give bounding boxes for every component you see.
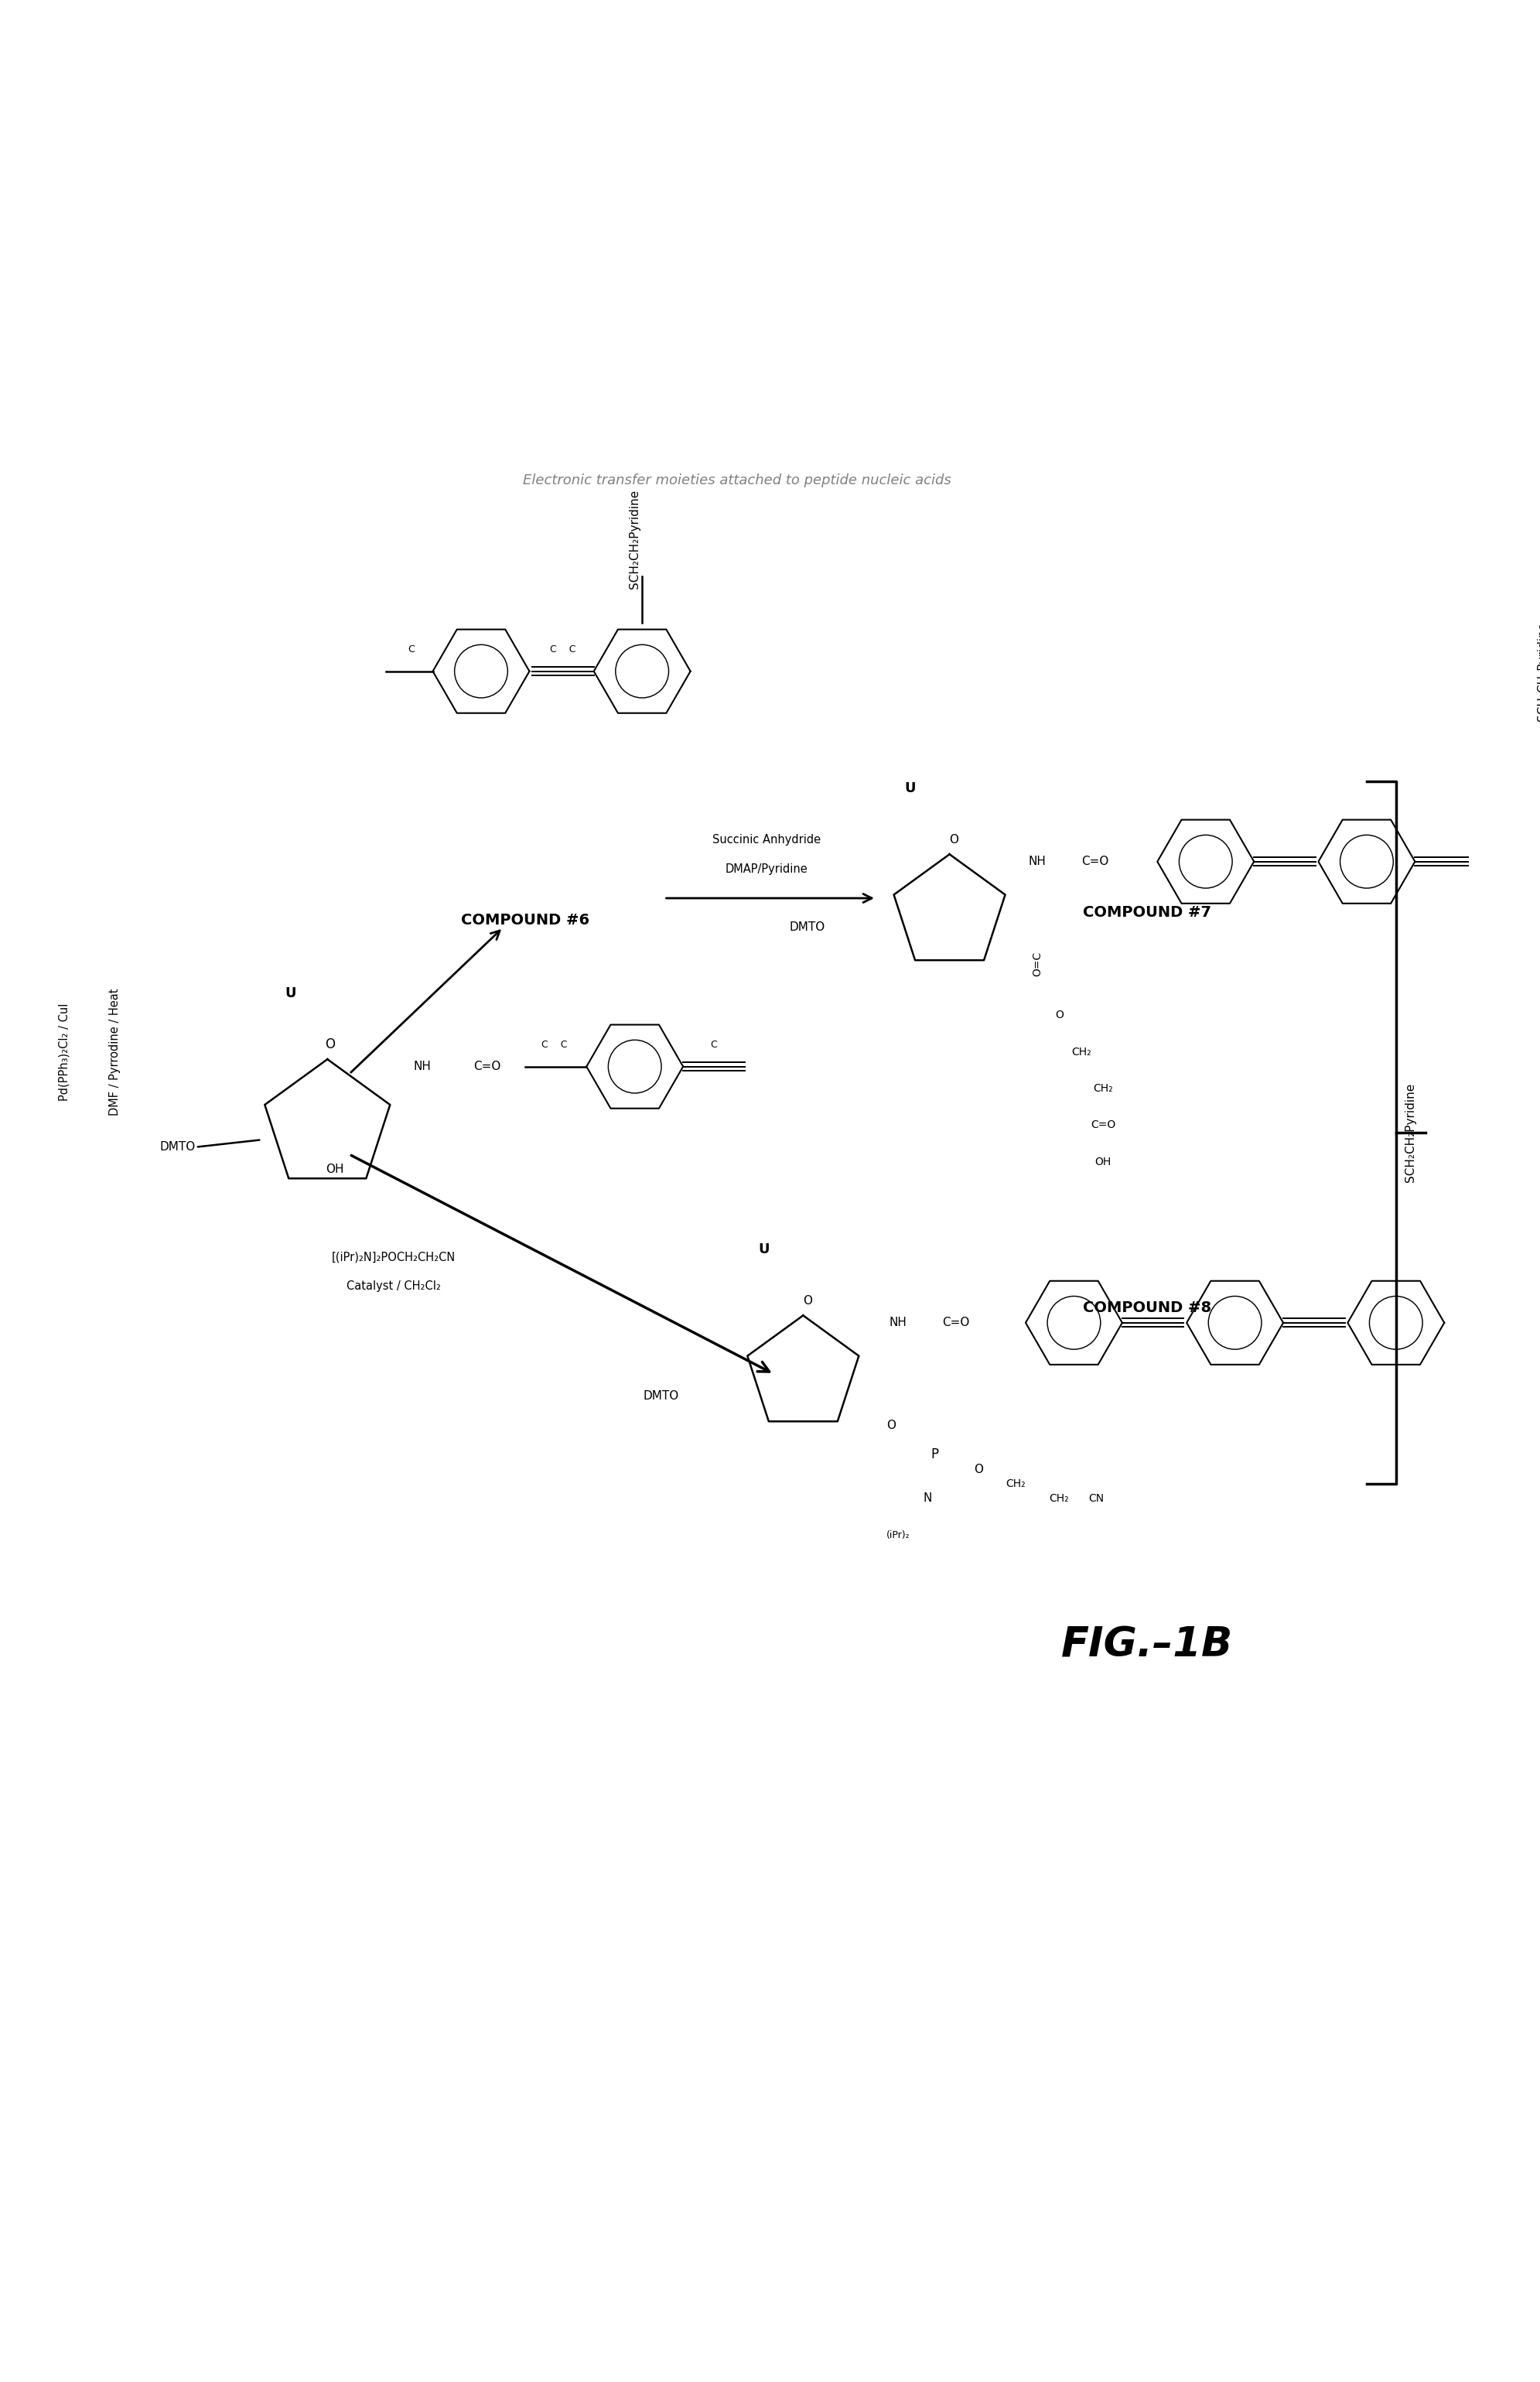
Text: N: N [922, 1494, 932, 1505]
Text: O=C: O=C [1032, 950, 1043, 977]
Text: OH: OH [1095, 1155, 1112, 1167]
Text: COMPOUND #6: COMPOUND #6 [460, 912, 590, 927]
Text: CH₂: CH₂ [1072, 1046, 1092, 1058]
Text: DMAP/Pyridine: DMAP/Pyridine [725, 862, 809, 874]
Text: C    C: C C [542, 1039, 567, 1050]
Text: DMTO: DMTO [160, 1141, 196, 1153]
Text: O: O [975, 1463, 984, 1474]
Text: OH: OH [325, 1162, 343, 1174]
Text: U: U [758, 1243, 768, 1258]
Text: FIG.–1B: FIG.–1B [1061, 1625, 1234, 1665]
Text: CH₂: CH₂ [1049, 1494, 1069, 1503]
Text: C    C: C C [550, 643, 576, 655]
Text: CH₂: CH₂ [1093, 1084, 1113, 1093]
Text: NH: NH [890, 1317, 907, 1329]
Text: C=O: C=O [1090, 1120, 1115, 1131]
Text: O: O [1055, 1010, 1064, 1022]
Text: C=O: C=O [942, 1317, 970, 1329]
Text: NH: NH [1029, 855, 1046, 867]
Text: O: O [887, 1420, 896, 1432]
Text: DMTO: DMTO [642, 1391, 679, 1401]
Text: (iPr)₂: (iPr)₂ [887, 1529, 910, 1541]
Text: SCH₂CH₂Pyridine: SCH₂CH₂Pyridine [628, 491, 641, 588]
Text: C: C [710, 1039, 718, 1050]
Text: P: P [932, 1448, 939, 1463]
Text: SCH₂CH₂Pyridine: SCH₂CH₂Pyridine [1404, 1084, 1417, 1181]
Text: U: U [285, 986, 296, 1000]
Text: COMPOUND #8: COMPOUND #8 [1083, 1301, 1212, 1315]
Text: DMF / Pyrrodine / Heat: DMF / Pyrrodine / Heat [109, 989, 122, 1115]
Text: CH₂: CH₂ [1006, 1479, 1026, 1489]
Text: O: O [949, 834, 958, 846]
Text: Electronic transfer moieties attached to peptide nucleic acids: Electronic transfer moieties attached to… [524, 474, 952, 488]
Text: CN: CN [1089, 1494, 1104, 1503]
Text: O: O [802, 1296, 812, 1308]
Text: SCH₂CH₂Pyridine: SCH₂CH₂Pyridine [1537, 622, 1540, 722]
Text: [(iPr)₂N]₂POCH₂CH₂CN: [(iPr)₂N]₂POCH₂CH₂CN [331, 1251, 456, 1262]
Text: Succinic Anhydride: Succinic Anhydride [713, 834, 821, 846]
Text: C=O: C=O [474, 1060, 500, 1072]
Text: COMPOUND #7: COMPOUND #7 [1083, 905, 1212, 919]
Text: O: O [325, 1039, 336, 1050]
Text: C: C [408, 643, 414, 655]
Text: U: U [904, 781, 916, 796]
Text: C=O: C=O [1081, 855, 1109, 867]
Text: Pd(PPh₃)₂Cl₂ / CuI: Pd(PPh₃)₂Cl₂ / CuI [59, 1003, 69, 1100]
Text: NH: NH [414, 1060, 431, 1072]
Text: Catalyst / CH₂Cl₂: Catalyst / CH₂Cl₂ [346, 1282, 440, 1291]
Text: DMTO: DMTO [790, 922, 825, 934]
